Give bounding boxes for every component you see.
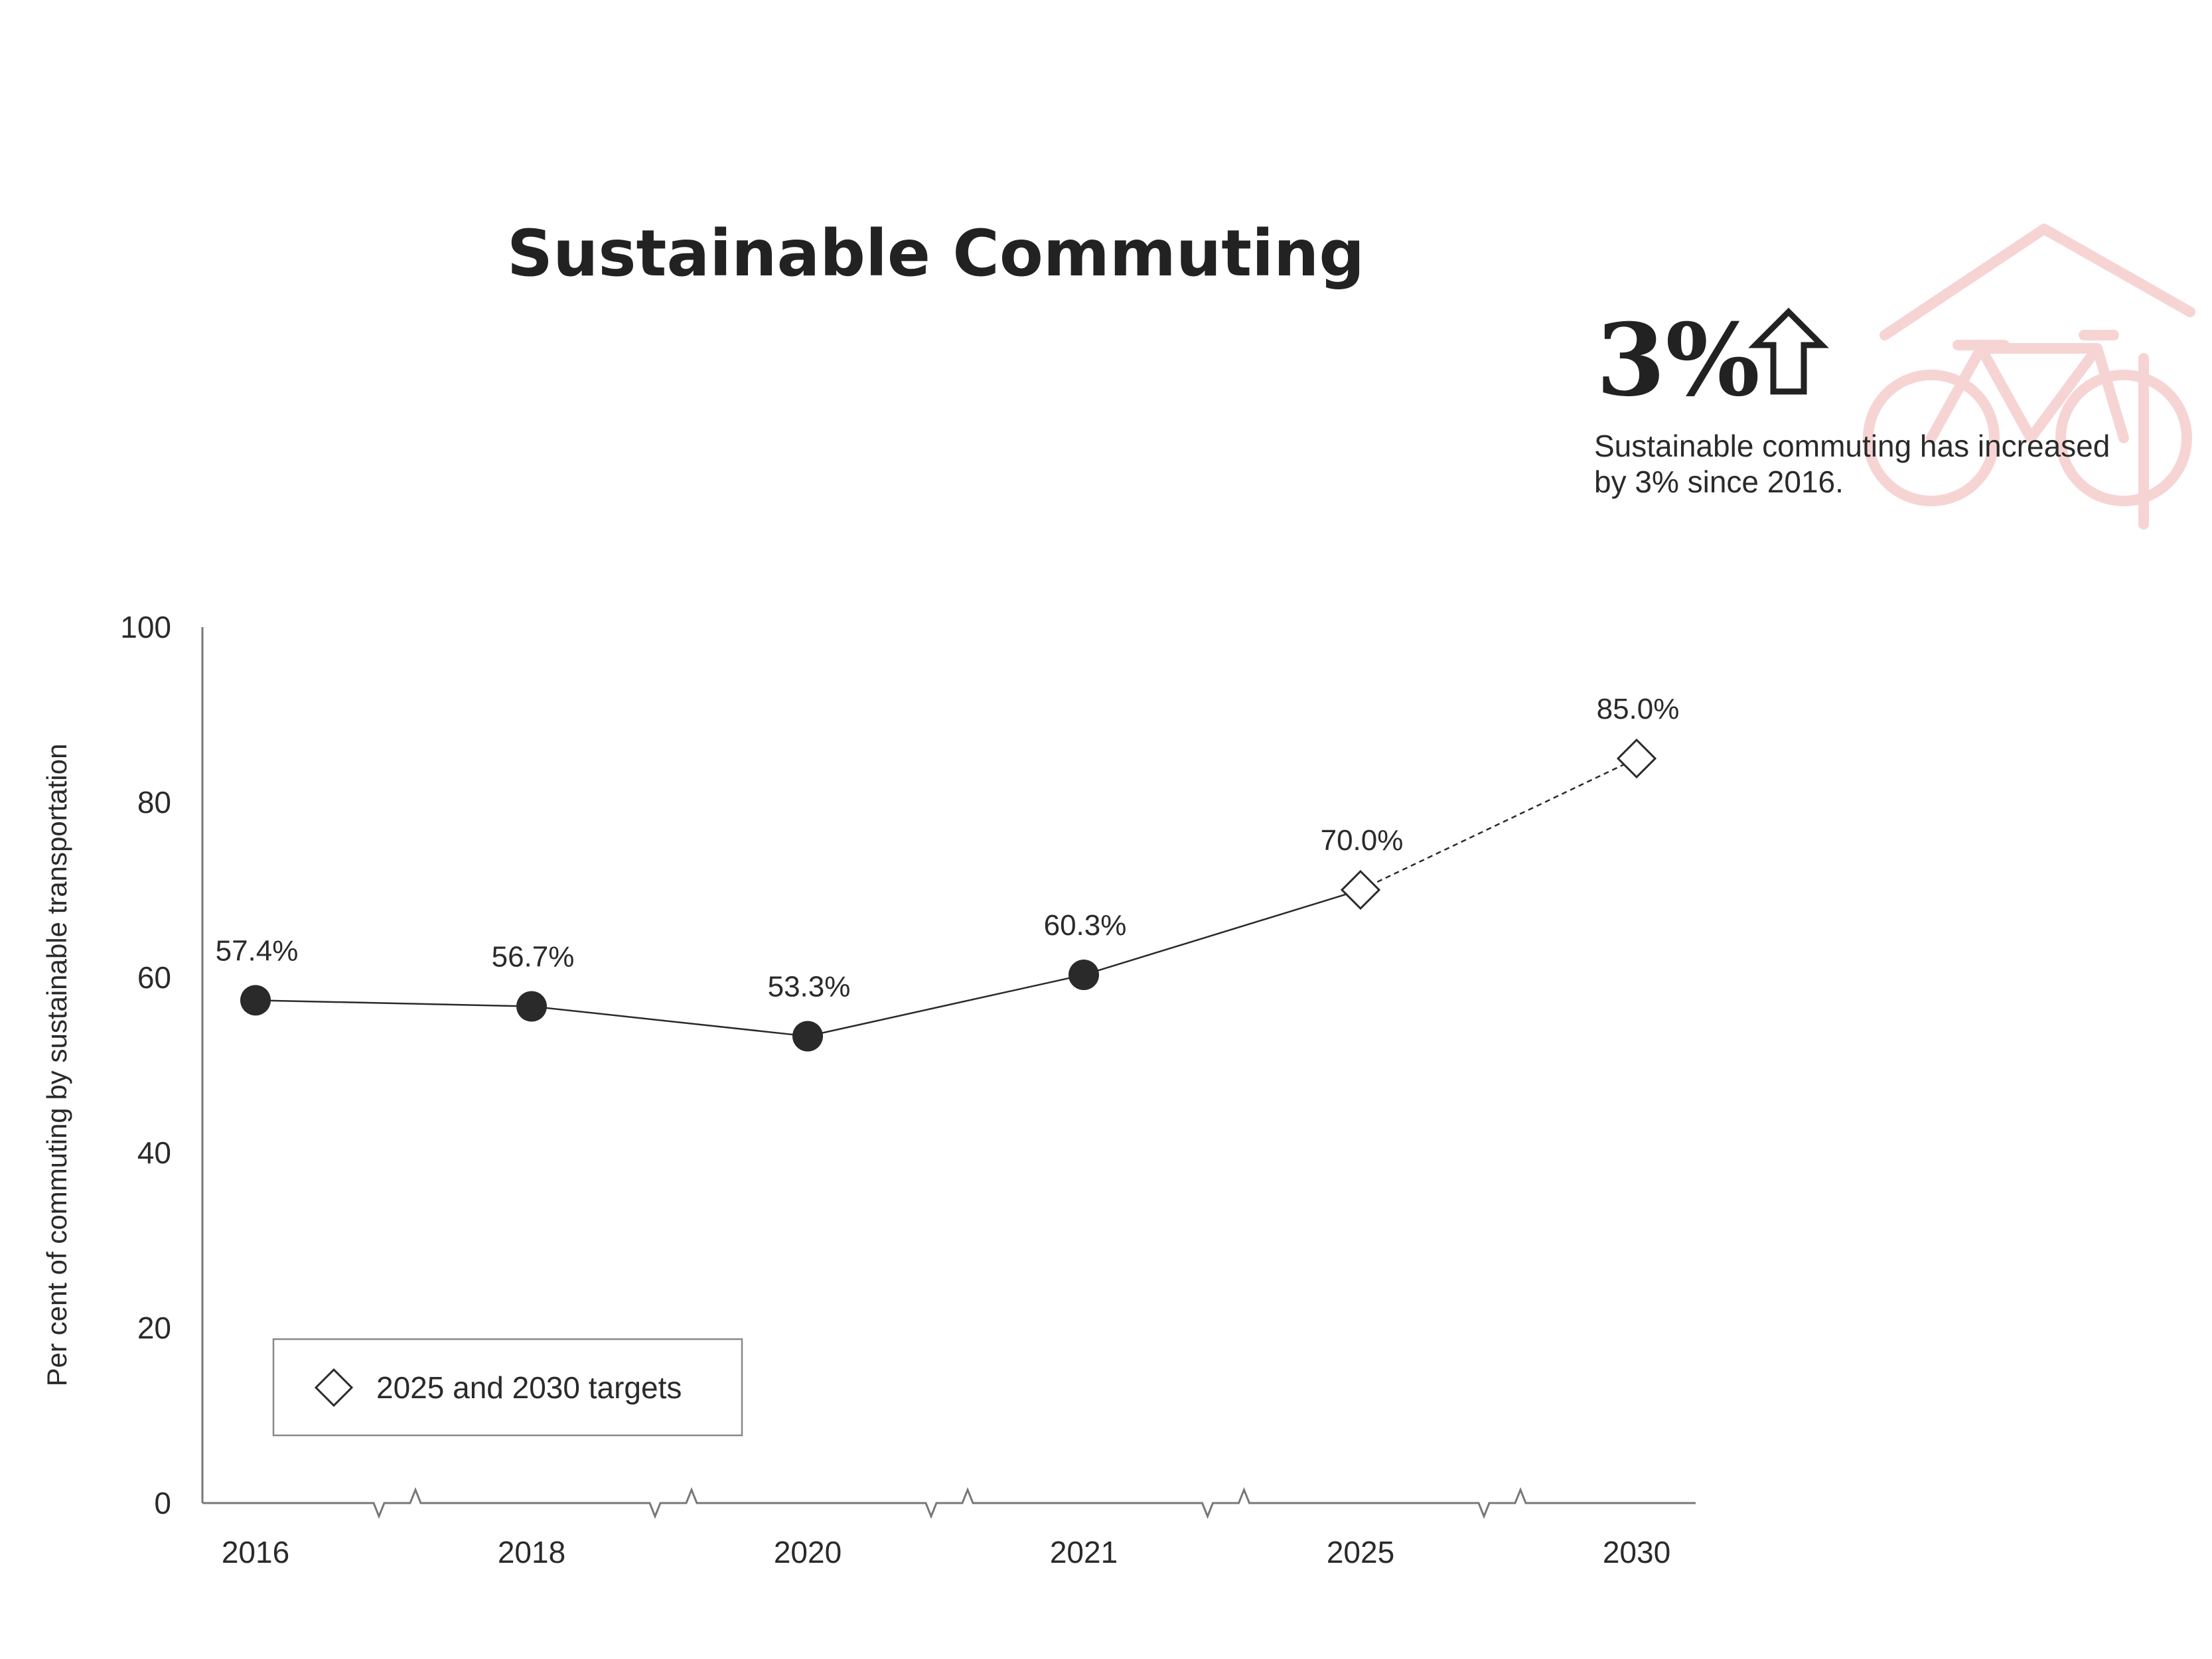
target-point-2030 (1616, 738, 1657, 779)
target-point-2025 (1340, 869, 1381, 910)
x-tick-labels: 2016 2018 2020 2021 2025 2030 (222, 1535, 1670, 1569)
bicycle-under-roof-icon (1863, 224, 2195, 530)
y-axis-label: Per cent of commuting by sustainable tra… (41, 744, 72, 1387)
series-line-segment (1360, 757, 1637, 891)
data-point-2020 (792, 1021, 823, 1052)
series-lines (255, 757, 1637, 1037)
y-tick-label: 0 (154, 1486, 171, 1520)
data-point-2016 (240, 985, 271, 1016)
y-tick-label: 40 (137, 1135, 171, 1170)
x-tick-label: 2016 (222, 1535, 289, 1569)
x-tick-label: 2025 (1327, 1535, 1394, 1569)
data-point-2018 (516, 991, 547, 1022)
x-axis-line (202, 1486, 1696, 1520)
y-tick-label: 20 (137, 1311, 171, 1345)
series-line-segment (255, 999, 532, 1007)
legend-diamond-marker (314, 1368, 354, 1407)
data-label-2021: 60.3% (1044, 909, 1127, 942)
x-tick-label: 2030 (1603, 1535, 1670, 1569)
series-line-segment (531, 1005, 808, 1037)
x-tick-label: 2021 (1050, 1535, 1118, 1569)
series-line-segment (1083, 889, 1361, 976)
legend: 2025 and 2030 targets (272, 1338, 743, 1437)
x-tick-label: 2020 (774, 1535, 842, 1569)
data-label-2030: 85.0% (1597, 693, 1680, 725)
data-label-2016: 57.4% (216, 934, 299, 967)
chart-title: Sustainable Commuting (507, 216, 1364, 291)
highlight-description-line2: by 3% since 2016. (1594, 465, 1844, 499)
data-labels: 57.4% 56.7% 53.3% 60.3% 70.0% 85.0% (216, 693, 1680, 1003)
x-tick-label: 2018 (498, 1535, 565, 1569)
y-tick-label: 60 (137, 960, 171, 995)
highlight-value: 3% (1596, 302, 1760, 419)
y-tick-label: 80 (137, 785, 171, 820)
y-tick-label: 100 (120, 610, 171, 644)
up-arrow-outline-icon (1748, 307, 1829, 395)
y-tick-labels: 0 20 40 60 80 100 (120, 610, 171, 1520)
highlight-description-line1: Sustainable commuting has increased (1594, 429, 2110, 463)
data-label-2018: 56.7% (492, 941, 575, 974)
data-point-2021 (1069, 960, 1099, 991)
axes (201, 627, 1696, 1520)
data-label-2025: 70.0% (1321, 824, 1404, 857)
series-markers (240, 738, 1657, 1052)
series-line-segment (807, 974, 1084, 1037)
data-label-2020: 53.3% (768, 970, 851, 1003)
legend-label: 2025 and 2030 targets (376, 1370, 682, 1405)
